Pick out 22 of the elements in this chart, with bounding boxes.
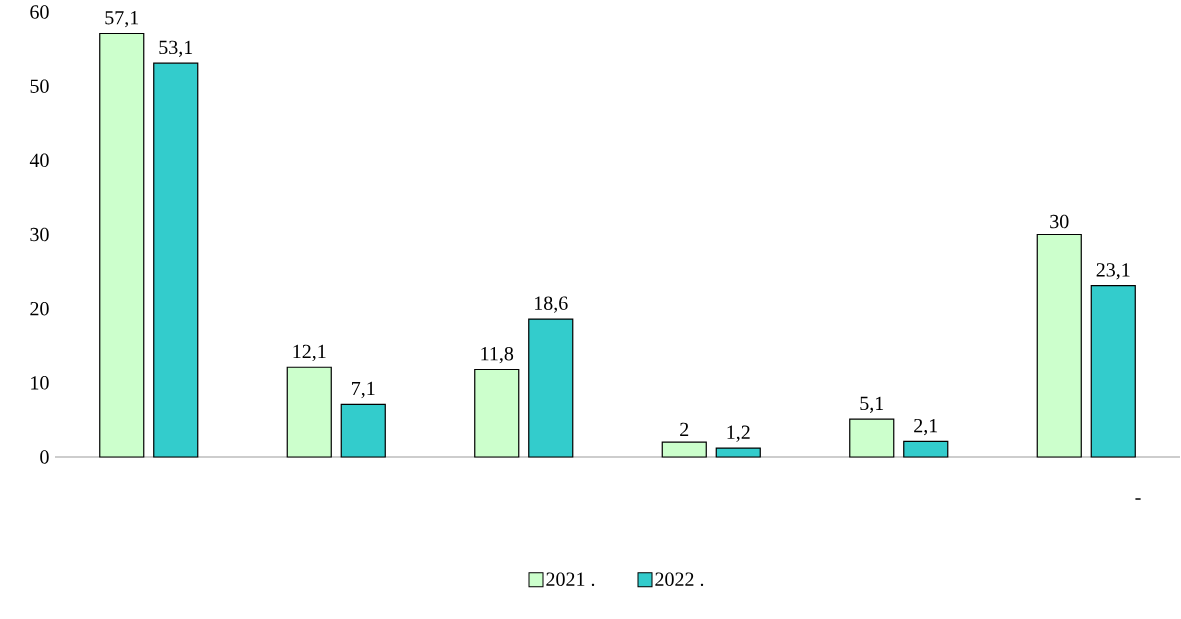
data-label: 57,1 (105, 11, 139, 28)
text: - (1135, 498, 1141, 500)
y-tick-label: 40 (29, 153, 49, 168)
y-tick-label: 20 (30, 301, 49, 316)
data-label: 30 (1050, 214, 1069, 229)
legend-label: 2021 . (546, 572, 595, 587)
y-tick-label: 50 (30, 79, 49, 93)
data-label: 2,1 (914, 418, 938, 436)
data-label: 11,8 (481, 346, 514, 364)
data-label: 1,2 (727, 425, 750, 442)
y-tick-label: 10 (31, 376, 49, 390)
y-tick-label: 30 (30, 227, 49, 242)
y-tick-label: 0 (40, 450, 49, 464)
data-label: 7,1 (352, 381, 375, 399)
y-tick-label: 60 (30, 5, 49, 19)
data-label: 53,1 (159, 40, 193, 57)
data-label: 2 (680, 422, 689, 436)
data-label: 23,1 (1096, 263, 1130, 280)
data-label: 12,1 (293, 344, 326, 362)
legend-label: 2022 . (655, 572, 704, 587)
data-label: 5,1 (860, 396, 884, 413)
data-label: 18,6 (535, 296, 568, 313)
